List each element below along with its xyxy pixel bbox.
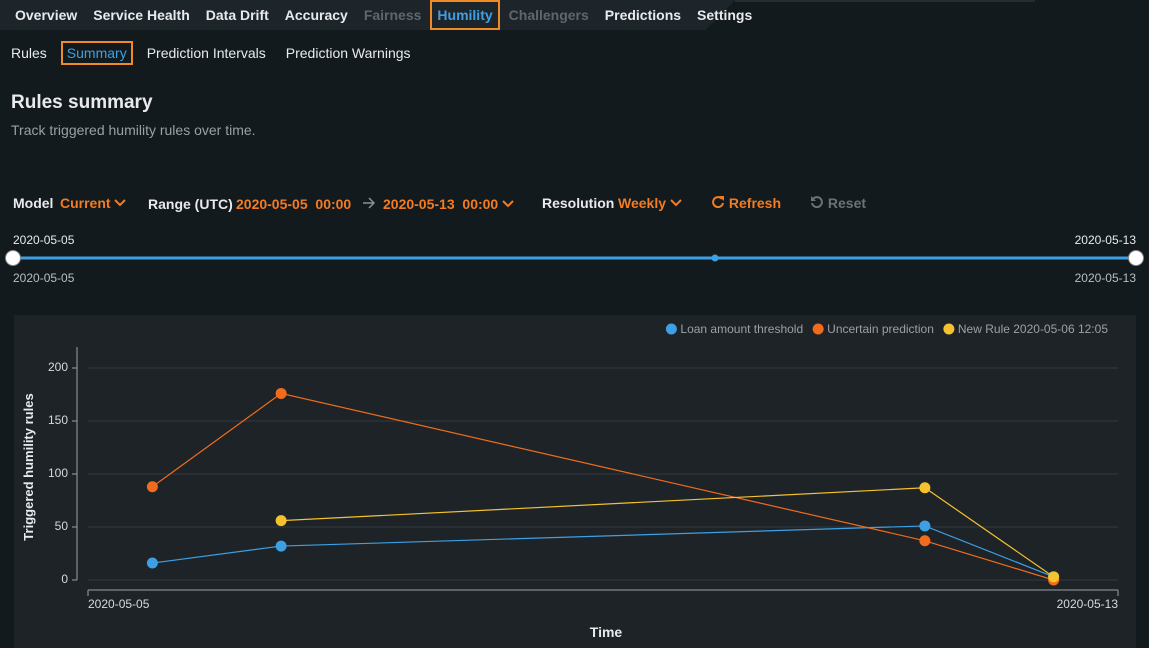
model-value: Current	[60, 195, 111, 211]
tab[interactable]: Fairness	[363, 7, 422, 23]
y-axis-label: Triggered humility rules	[21, 393, 36, 540]
y-tick-label: 150	[48, 413, 68, 427]
range-end[interactable]: 2020-05-13 00:00	[383, 196, 514, 212]
data-point	[275, 515, 287, 527]
tab[interactable]: Challengers	[508, 7, 589, 23]
sub-tab[interactable]: Summary	[60, 41, 133, 65]
legend-swatch	[665, 323, 677, 335]
chevron	[114, 199, 127, 207]
arrow-icon	[363, 197, 376, 209]
chevron	[502, 200, 514, 208]
range-start[interactable]: 2020-05-05 00:00	[236, 196, 351, 212]
legend-label: Loan amount threshold	[680, 322, 803, 336]
reset-button[interactable]: Reset	[810, 195, 866, 211]
nav-bar	[0, 0, 735, 30]
data-point	[919, 535, 931, 547]
range-start-date: 2020-05-05	[236, 196, 308, 212]
tab[interactable]: Accuracy	[284, 7, 348, 23]
y-tick-label: 50	[55, 519, 69, 533]
y-tick-label: 0	[61, 572, 68, 586]
x-tick-label: 2020-05-05	[88, 597, 150, 611]
tab[interactable]: Data Drift	[205, 7, 269, 23]
refresh-button[interactable]: Refresh	[711, 195, 781, 211]
chart: Time Triggered humility rules 0 50 100 150 2…	[14, 315, 1136, 648]
reset-icon	[811, 196, 823, 209]
refresh-icon	[712, 196, 724, 209]
series-line	[152, 392, 1054, 581]
slider-handle[interactable]	[5, 250, 21, 266]
tab[interactable]: Settings	[697, 7, 753, 23]
data-point	[919, 520, 931, 532]
legend-swatch	[943, 323, 955, 335]
range-end-date: 2020-05-13	[383, 196, 455, 212]
legend-label: New Rule 2020-05-06 12:05	[958, 322, 1108, 336]
slider-label: 2020-05-05	[13, 271, 75, 285]
data-point	[275, 387, 287, 399]
range-label: Range (UTC)	[148, 196, 233, 212]
x-tick-label: 2020-05-13	[1057, 597, 1119, 611]
top-line	[735, 0, 1035, 2]
refresh-label: Refresh	[728, 195, 782, 211]
sub-tabs: Rules Summary Prediction Intervals Predicti…	[5, 41, 425, 65]
slider-handle[interactable]	[1128, 250, 1144, 266]
resolution-value: Weekly	[618, 195, 666, 211]
sub-tab[interactable]: Prediction Intervals	[146, 45, 266, 61]
resolution-select[interactable]: Weekly	[618, 195, 682, 211]
data-point	[146, 481, 158, 493]
slider-midpoint	[711, 254, 719, 262]
chart-panel	[14, 315, 1136, 648]
data-point	[919, 482, 931, 494]
range-start-time: 00:00	[315, 196, 352, 212]
slider-label: 2020-05-13	[1074, 233, 1136, 247]
legend-label: Uncertain prediction	[827, 322, 934, 336]
data-point	[1048, 571, 1060, 583]
series-line	[152, 525, 1054, 578]
tab[interactable]: Predictions	[604, 7, 682, 23]
model-select[interactable]: Current	[60, 195, 127, 211]
data-point	[275, 540, 287, 552]
legend-swatch	[812, 323, 824, 335]
y-tick-label: 200	[48, 360, 68, 374]
sub-tab[interactable]: Prediction Warnings	[285, 45, 411, 61]
x-axis-label: Time	[590, 624, 623, 640]
page-subtitle: Track triggered humility rules over time…	[11, 122, 256, 138]
nav-tabs: Overview Service Health Data Drift Accuracy…	[8, 0, 761, 30]
slider-label: 2020-05-05	[13, 233, 75, 247]
page-title: Rules summary	[11, 92, 153, 113]
slider-label: 2020-05-13	[1074, 271, 1136, 285]
tab[interactable]: Humility	[430, 0, 500, 30]
reset-label: Reset	[827, 195, 867, 211]
model-label: Model	[13, 195, 54, 211]
data-point	[146, 557, 158, 569]
chevron	[670, 199, 682, 207]
y-tick-label: 100	[48, 466, 68, 480]
range-end-time: 00:00	[462, 196, 499, 212]
tab[interactable]: Service Health	[93, 7, 190, 23]
tab[interactable]: Overview	[15, 7, 78, 23]
resolution-label: Resolution	[542, 195, 615, 211]
range-slider[interactable]	[0, 248, 1149, 268]
sub-tab[interactable]: Rules	[11, 45, 47, 61]
